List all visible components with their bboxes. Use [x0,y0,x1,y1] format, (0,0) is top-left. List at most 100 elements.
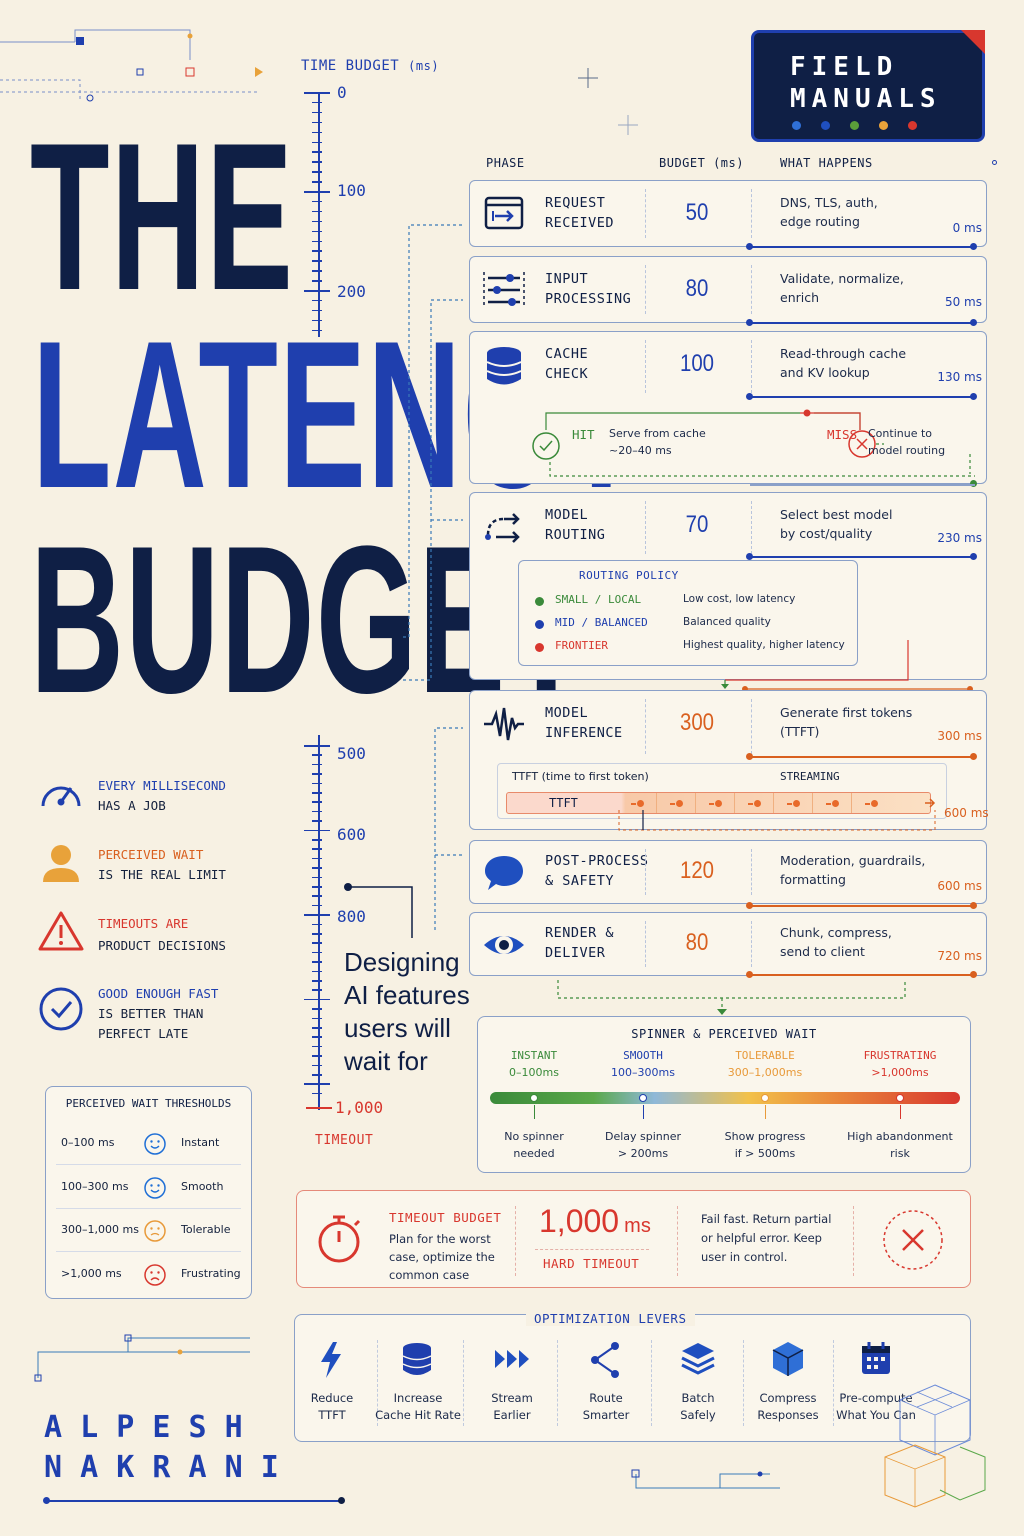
author-last-name: N A K R A N I [44,1450,279,1485]
phase-row-inference: MODEL INFERENCE 300 Generate first token… [469,690,987,830]
phase-cumulative: 600 ms [937,879,982,893]
threshold-range: 100–300 ms [61,1179,129,1193]
ttft-bar-label: TTFT [549,796,578,810]
spinner-stage-note: No spinner needed [504,1130,564,1160]
stream-arrow-icon [925,798,936,808]
routing-merge-lines [721,640,973,692]
timeline-segment [750,756,975,758]
ruler-tick [312,1092,322,1095]
ruler-tick [312,151,322,153]
ruler-tick [312,121,322,124]
field-manuals-badge: FIELD MANUALS [751,30,985,142]
threshold-label: Frustrating [181,1266,241,1280]
timeline-dot [970,480,977,487]
stream-chunk [832,800,839,807]
stream-chunk [793,800,800,807]
principle-4-line-1: GOOD ENOUGH FAST [98,986,219,1001]
spinner-gradient-bar [490,1092,960,1104]
phase-row-cache: CACHE CHECK 100 Read-through cache and K… [469,331,987,484]
ruler-tick [312,260,322,262]
circuit-decoration-bottom [34,1334,250,1382]
routing-tier-name: MID / BALANCED [555,616,648,629]
ruler-tick [304,1083,330,1085]
ttft-bar: TTFT [506,792,931,814]
stream-chunk-tail [709,803,714,805]
cache-miss-text: Continue to model routing [868,427,946,457]
ruler-tick [312,886,322,888]
ttft-panel: TTFT (time to first token) STREAMING TTF… [497,763,947,819]
lever-label: Stream Earlier [491,1391,533,1422]
spinner-stage-marker [896,1094,904,1102]
spinner-stage-range: >1,000ms [871,1066,929,1079]
spinner-stage-name: SMOOTH [623,1049,663,1062]
deco-dot [992,160,997,165]
routing-tier-desc: Low cost, low latency [683,593,796,605]
ruler-label-600: 600 [337,825,366,844]
phase-what: DNS, TLS, auth, edge routing [780,195,878,229]
phase-name: MODEL INFERENCE [545,705,623,741]
ruler-tick [312,309,322,312]
levers-card [294,1314,971,1442]
ruler-tick [312,1064,322,1067]
stream-chunk [754,800,761,807]
ruler-tick [312,895,322,897]
stream-chunk-tail [748,803,753,805]
spinner-stage-pointer [533,1105,535,1119]
badge-dot [879,121,888,130]
phase-what: Generate first tokens (TTFT) [780,705,913,739]
phase-budget: 300 [679,709,715,736]
timeout-advice: Fail fast. Return partial or helpful err… [701,1212,832,1264]
phase-name: INPUT PROCESSING [545,271,632,307]
thresholds-card: PERCEIVED WAIT THRESHOLDS 0–100 ms Instan… [45,1086,252,1299]
render-to-spinner-connector [557,980,906,1015]
cube-icon [772,1342,804,1376]
ruler-tick [304,191,330,193]
author-underline-dot-end [338,1497,345,1504]
ruler-label-100: 100 [337,181,366,200]
lever-item: Route Smarter [561,1340,651,1424]
cache-hit-label: HIT [572,427,595,442]
timeline-dot [746,902,753,909]
stream-chunk-divider [734,793,735,813]
share-icon [591,1342,619,1378]
stream-chunk [637,800,644,807]
phase-budget: 50 [685,199,709,226]
spinner-stage-pointer [764,1105,766,1119]
badge-dots [792,121,917,130]
spinner-stage-range: 100–300ms [611,1066,675,1079]
ruler-tick [312,210,322,213]
timeline-dot [746,753,753,760]
threshold-label: Smooth [181,1179,224,1193]
ruler-timeout-tick [306,1107,332,1109]
ttft-end-ms: 600 ms [944,806,989,820]
ttft-label: TTFT (time to first token) [512,770,649,783]
crosshair-decoration [578,68,598,88]
routing-tier-desc: Highest quality, higher latency [683,639,845,651]
phase-cumulative: 230 ms [937,531,982,545]
stream-chunk-divider [656,793,657,813]
phase-budget: 120 [679,857,715,884]
timeout-card: TIMEOUT BUDGET Plan for the worst case, … [296,1190,971,1288]
principle-4-line-2: IS BETTER THAN [98,1006,204,1021]
spinner-stage-note: High abandonment risk [847,1130,953,1160]
bolt-icon [321,1342,341,1378]
phase-name: REQUEST RECEIVED [545,195,615,231]
ruler-tick [312,1055,322,1057]
threshold-range: 0–100 ms [61,1136,115,1149]
ruler-axis-bottom [318,735,320,1110]
timeout-title: TIMEOUT BUDGET [389,1210,502,1225]
ruler-tick [312,220,322,223]
chat-icon [485,856,523,890]
spinner-stage-name: INSTANT [510,1049,558,1062]
ruler-tick [312,131,322,134]
phase-name: POST-PROCESS & SAFETY [545,853,649,889]
lever-item: Stream Earlier [467,1340,557,1424]
lever-label: Reduce TTFT [310,1391,354,1422]
sad-face-icon [144,1263,166,1286]
phase-what: Read-through cache and KV lookup [780,346,907,380]
ruler-tick [312,867,322,869]
phase-what: Select best model by cost/quality [780,507,893,541]
routing-icon [485,513,520,543]
stream-chunk-tail [670,803,675,805]
ruler-tick [312,240,322,242]
